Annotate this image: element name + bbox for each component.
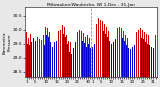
Bar: [85, 37, 86, 77]
Bar: [144, 32, 145, 77]
Bar: [54, 42, 55, 77]
Bar: [86, 47, 87, 77]
Bar: [31, 42, 32, 77]
Bar: [87, 35, 88, 77]
Bar: [75, 34, 76, 77]
Bar: [146, 34, 147, 77]
Bar: [44, 45, 45, 77]
Bar: [92, 47, 93, 77]
Bar: [56, 41, 57, 77]
Bar: [39, 39, 40, 77]
Bar: [149, 45, 150, 77]
Bar: [106, 27, 107, 77]
Bar: [122, 38, 123, 77]
Bar: [128, 48, 129, 77]
Bar: [155, 35, 156, 77]
Bar: [52, 47, 53, 77]
Bar: [58, 31, 59, 77]
Bar: [123, 31, 124, 77]
Bar: [115, 30, 116, 77]
Bar: [148, 35, 149, 77]
Bar: [33, 38, 34, 77]
Bar: [81, 31, 82, 77]
Bar: [43, 35, 44, 77]
Bar: [105, 34, 106, 77]
Bar: [89, 38, 90, 77]
Bar: [153, 48, 154, 77]
Bar: [138, 30, 139, 77]
Bar: [98, 18, 99, 77]
Bar: [49, 32, 50, 77]
Bar: [126, 45, 127, 77]
Bar: [47, 28, 48, 77]
Bar: [127, 38, 128, 77]
Bar: [94, 44, 95, 77]
Bar: [65, 37, 66, 77]
Bar: [28, 37, 29, 77]
Bar: [142, 30, 143, 77]
Bar: [111, 44, 112, 77]
Bar: [29, 45, 30, 77]
Bar: [96, 34, 97, 77]
Bar: [88, 44, 89, 77]
Bar: [102, 21, 103, 77]
Bar: [119, 27, 120, 77]
Bar: [64, 27, 65, 77]
Bar: [79, 30, 80, 77]
Bar: [108, 31, 109, 77]
Bar: [37, 47, 38, 77]
Bar: [66, 35, 67, 77]
Bar: [107, 37, 108, 77]
Bar: [136, 32, 137, 77]
Bar: [60, 30, 61, 77]
Bar: [77, 32, 78, 77]
Bar: [140, 28, 141, 77]
Bar: [50, 42, 51, 77]
Bar: [145, 42, 146, 77]
Bar: [62, 25, 63, 77]
Bar: [68, 41, 69, 77]
Bar: [63, 34, 64, 77]
Y-axis label: Barometric
Pressure: Barometric Pressure: [3, 31, 11, 54]
Bar: [147, 44, 148, 77]
Bar: [82, 41, 83, 77]
Bar: [109, 41, 110, 77]
Bar: [104, 24, 105, 77]
Bar: [27, 44, 28, 77]
Title: Milwaukee/Waukesha, WI 1-Dec - 31-Jan: Milwaukee/Waukesha, WI 1-Dec - 31-Jan: [47, 3, 135, 7]
Bar: [130, 49, 131, 77]
Bar: [83, 33, 84, 77]
Bar: [71, 54, 72, 77]
Bar: [73, 48, 74, 77]
Bar: [48, 37, 49, 77]
Bar: [121, 28, 122, 77]
Bar: [117, 28, 118, 77]
Bar: [141, 38, 142, 77]
Bar: [113, 42, 114, 77]
Bar: [103, 31, 104, 77]
Bar: [129, 39, 130, 77]
Bar: [132, 47, 133, 77]
Bar: [46, 35, 47, 77]
Bar: [35, 41, 36, 77]
Bar: [90, 48, 91, 77]
Bar: [30, 34, 31, 77]
Bar: [45, 27, 46, 77]
Bar: [124, 41, 125, 77]
Bar: [151, 47, 152, 77]
Bar: [26, 32, 27, 77]
Bar: [69, 52, 70, 77]
Bar: [41, 40, 42, 77]
Bar: [100, 20, 101, 77]
Bar: [143, 39, 144, 77]
Bar: [84, 43, 85, 77]
Bar: [125, 35, 126, 77]
Bar: [134, 45, 135, 77]
Bar: [67, 44, 68, 77]
